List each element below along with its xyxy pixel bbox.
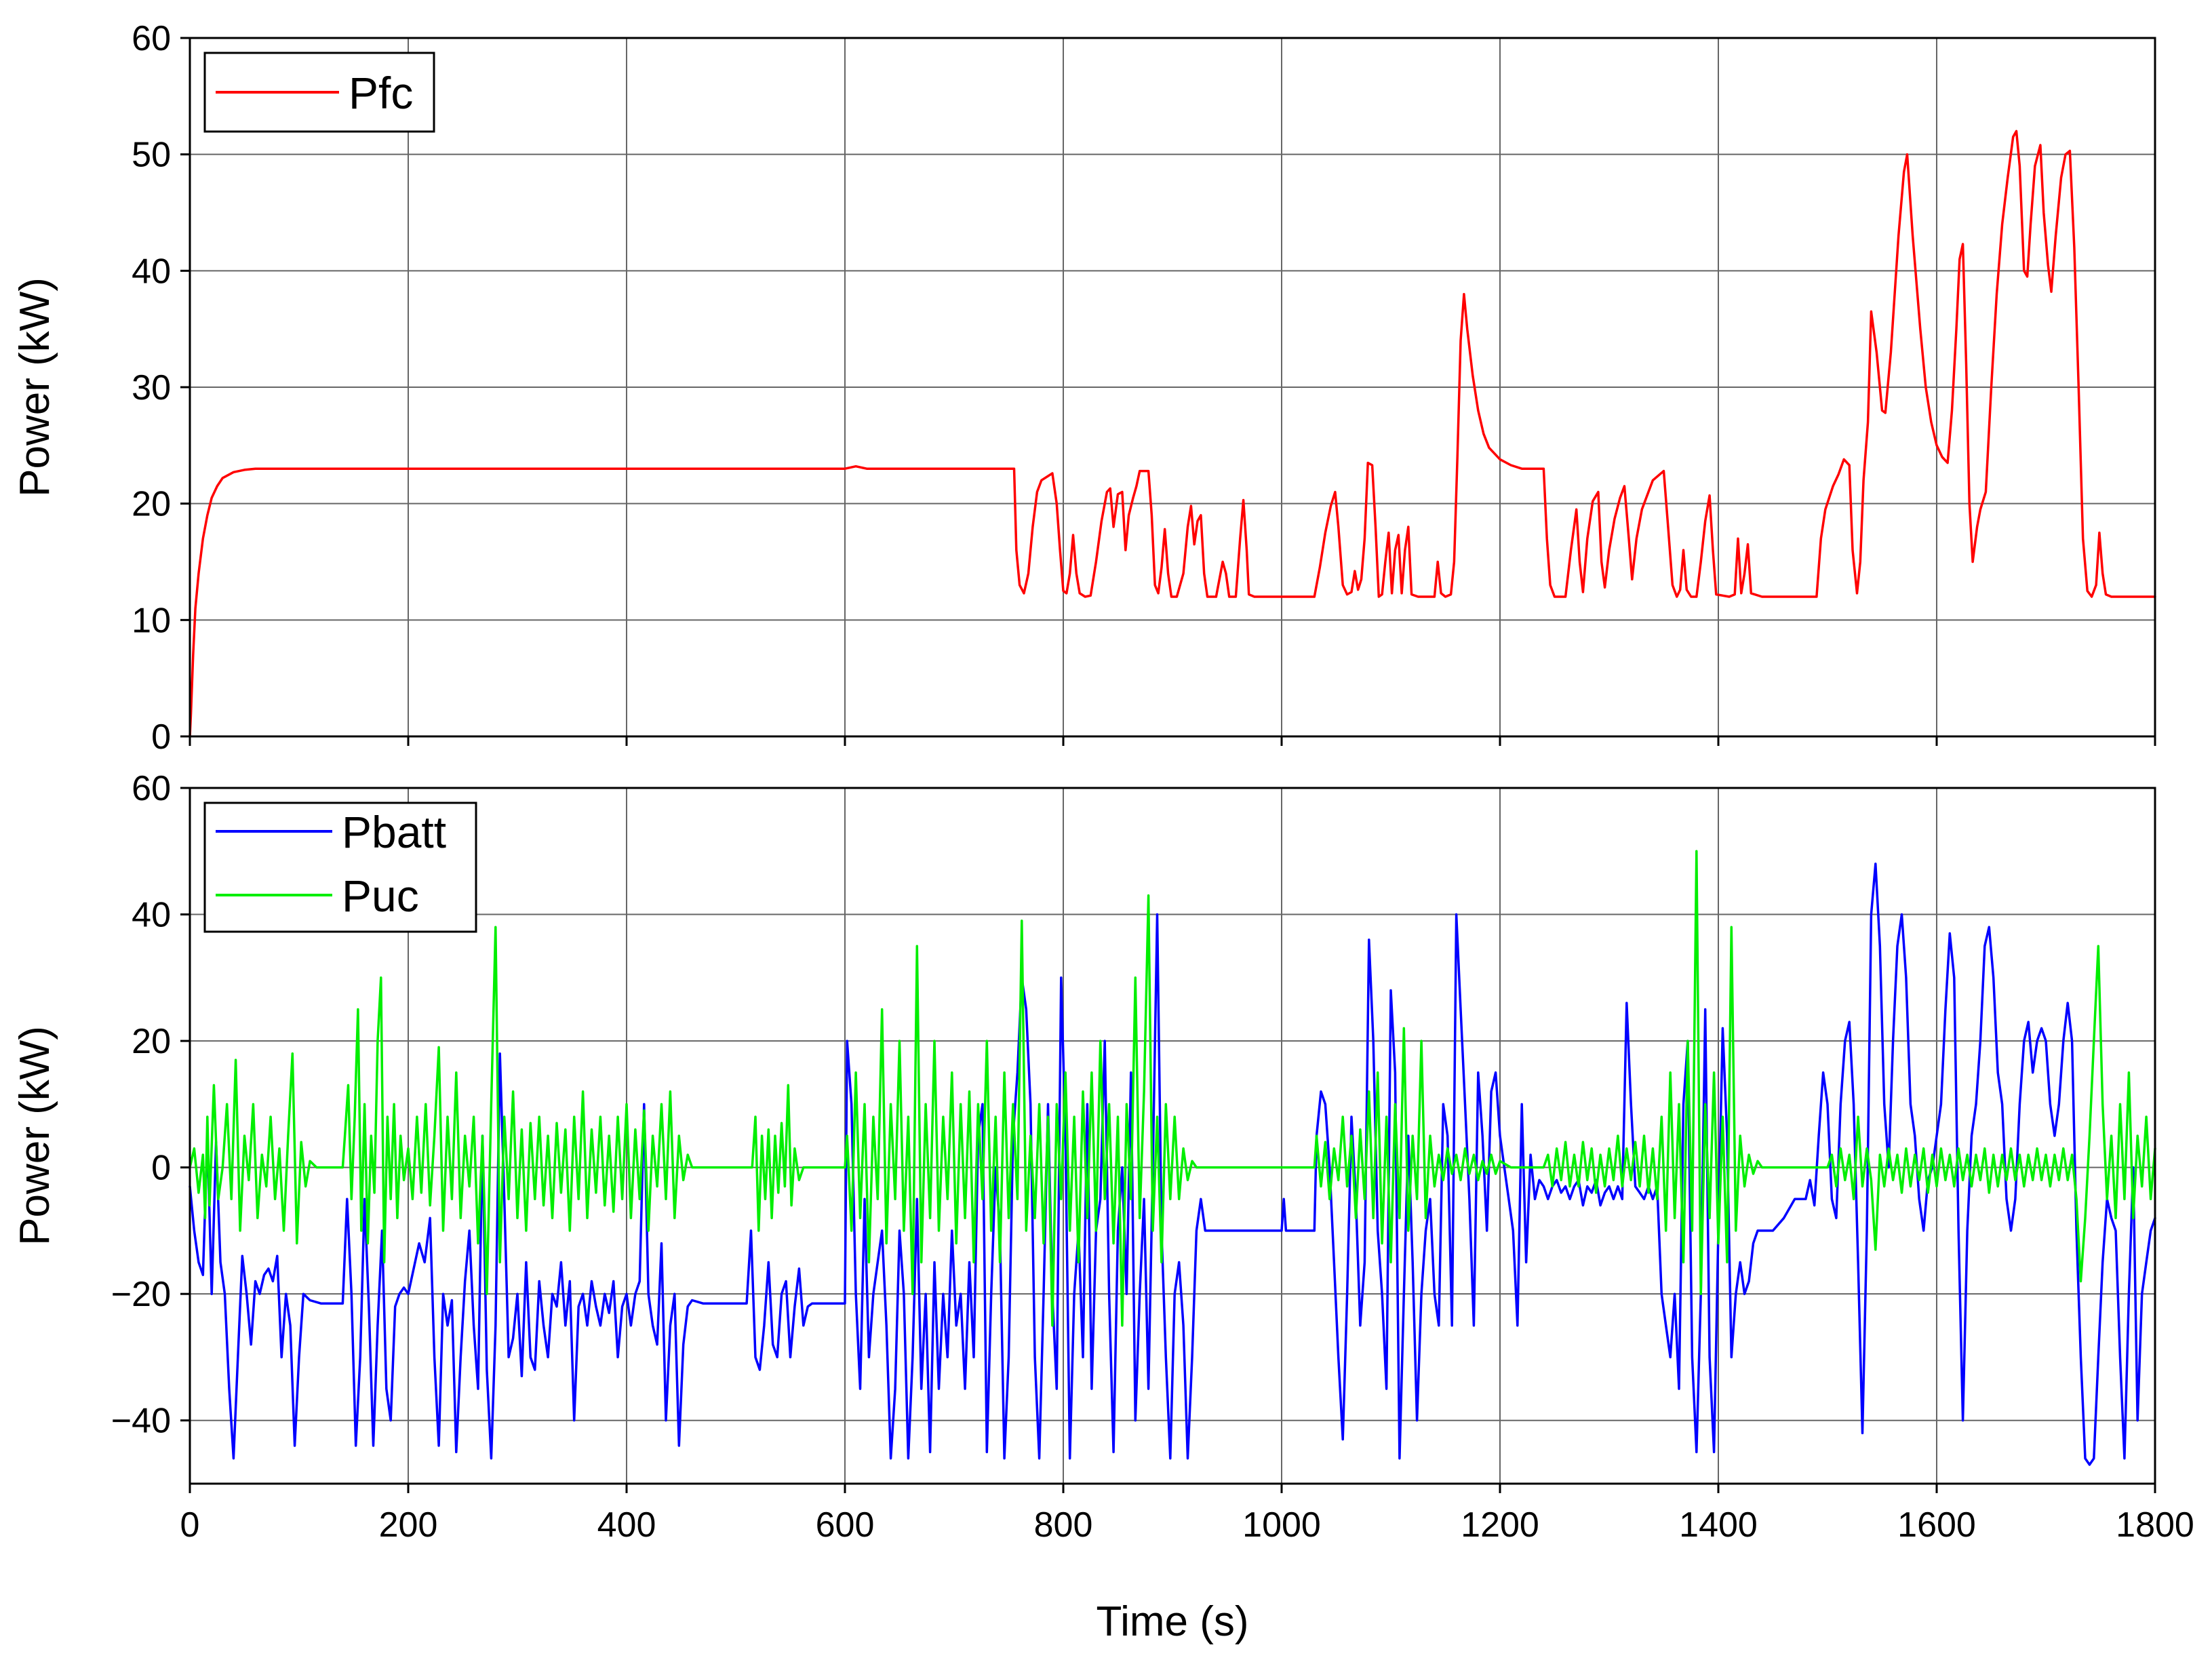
bottom-series-group bbox=[189, 850, 2156, 1466]
bottom-x-tick-labels: 0 200 400 600 800 1000 1200 1400 1600 1800 bbox=[180, 1505, 2194, 1545]
top-y-tick-labels: 0 10 20 30 40 50 60 bbox=[132, 19, 171, 757]
x-tick-label: 1200 bbox=[1461, 1505, 1539, 1545]
top-legend: Pfc bbox=[203, 52, 435, 133]
x-tick-label: 1800 bbox=[2116, 1505, 2194, 1545]
top-y-tick-label: 20 bbox=[132, 485, 171, 524]
top-y-axis-title: Power (kW) bbox=[12, 277, 58, 497]
bottom-y-axis-title: Power (kW) bbox=[12, 1026, 58, 1246]
bottom-y-tick-label: −40 bbox=[111, 1402, 171, 1441]
x-tick-label: 1400 bbox=[1679, 1505, 1758, 1545]
top-y-tick-label: 50 bbox=[132, 136, 171, 175]
series-line-pfc bbox=[189, 130, 2156, 738]
legend-label-pfc: Pfc bbox=[349, 68, 413, 118]
legend-label-puc: Puc bbox=[342, 871, 419, 921]
top-ticks bbox=[180, 37, 2156, 746]
bottom-plot-frame bbox=[189, 787, 2156, 1485]
bottom-ticks bbox=[180, 787, 2156, 1493]
x-tick-label: 400 bbox=[597, 1505, 656, 1545]
bottom-y-tick-label: 0 bbox=[151, 1149, 171, 1188]
x-tick-label: 1000 bbox=[1242, 1505, 1321, 1545]
top-y-tick-label: 0 bbox=[151, 717, 171, 757]
top-y-tick-label: 10 bbox=[132, 601, 171, 640]
bottom-y-tick-labels: −40 −20 0 20 40 60 bbox=[111, 769, 171, 1441]
legend-label-pbatt: Pbatt bbox=[342, 807, 446, 857]
x-tick-label: 1600 bbox=[1897, 1505, 1976, 1545]
top-y-tick-label: 30 bbox=[132, 368, 171, 408]
bottom-legend: Pbatt Puc bbox=[203, 802, 477, 933]
bottom-y-tick-label: 60 bbox=[132, 769, 171, 808]
bottom-legend-box bbox=[203, 802, 477, 933]
bottom-y-tick-label: 20 bbox=[132, 1022, 171, 1061]
x-tick-label: 0 bbox=[180, 1505, 200, 1545]
series-line-puc bbox=[189, 850, 2156, 1327]
bottom-y-tick-label: 40 bbox=[132, 896, 171, 935]
x-tick-label: 800 bbox=[1034, 1505, 1093, 1545]
top-y-tick-label: 40 bbox=[132, 252, 171, 291]
bottom-y-tick-label: −20 bbox=[111, 1275, 171, 1314]
top-grid bbox=[190, 38, 2155, 736]
top-y-tick-label: 60 bbox=[132, 19, 171, 58]
x-tick-label: 200 bbox=[379, 1505, 438, 1545]
x-axis-title: Time (s) bbox=[1097, 1598, 1249, 1645]
x-tick-label: 600 bbox=[816, 1505, 875, 1545]
top-series-group bbox=[189, 130, 2156, 738]
series-line-pbatt bbox=[189, 863, 2156, 1466]
bottom-panel: −40 −20 0 20 40 60 0 200 400 600 800 1000 1200 1400 1… bbox=[12, 769, 2194, 1645]
top-panel: 0 10 20 30 40 50 60 Power (kW) Pfc bbox=[12, 19, 2156, 757]
